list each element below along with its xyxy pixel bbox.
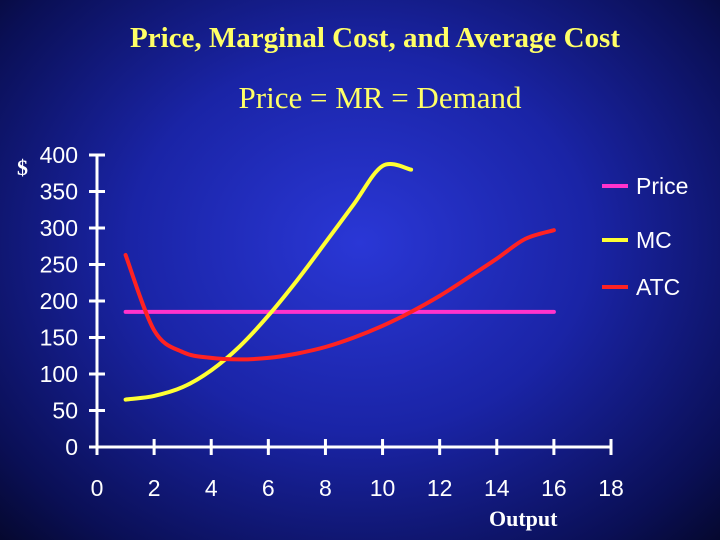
x-tick-label: 18 [598,475,624,501]
y-tick-label: 50 [52,398,78,424]
y-tick-label: 250 [40,252,78,278]
y-tick-label: 0 [65,434,78,460]
y-tick-label: 100 [40,361,78,387]
x-tick-label: 8 [319,475,332,501]
x-tick-label: 10 [370,475,396,501]
chart-title: Price, Marginal Cost, and Average Cost [130,22,620,54]
y-tick-label: 300 [40,215,78,241]
legend-label-atc: ATC [636,274,680,300]
x-tick-label: 0 [91,475,104,501]
y-tick-label: 200 [40,288,78,314]
y-tick-label: 350 [40,179,78,205]
legend-label-mc: MC [636,227,672,253]
x-tick-label: 12 [427,475,453,501]
chart-subtitle: Price = MR = Demand [238,80,522,115]
x-axis-label: Output [489,506,558,531]
y-tick-label: 150 [40,325,78,351]
mc-series-line [123,161,414,402]
x-tick-label: 2 [148,475,161,501]
x-tick-label: 14 [484,475,510,501]
atc-series-line [123,228,556,362]
y-tick-label: 400 [40,142,78,168]
y-axis-label: $ [17,155,28,180]
legend-label-price: Price [636,173,688,199]
x-tick-label: 16 [541,475,567,501]
x-tick-label: 6 [262,475,275,501]
x-tick-label: 4 [205,475,218,501]
